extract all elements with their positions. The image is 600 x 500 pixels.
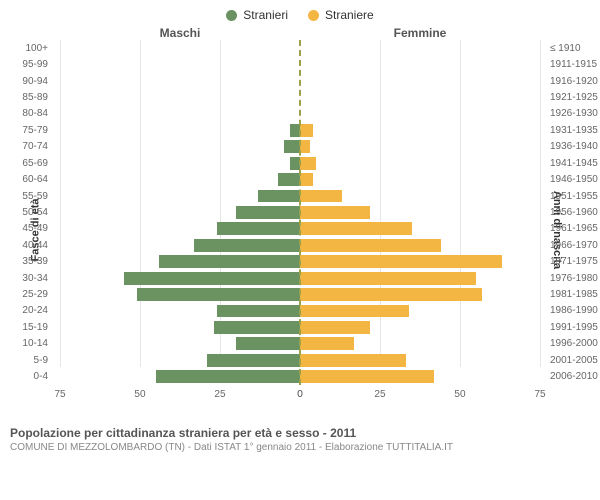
x-tick: 25 [214,389,225,400]
bar-female [300,354,406,367]
x-axis-right: 0255075 [300,385,540,407]
year-label: 1976-1980 [544,273,600,284]
chart-area: Fasce di età Anni di nascita 100+≤ 19109… [0,40,600,420]
bar-female [300,255,502,268]
age-label: 20-24 [10,305,54,316]
bar-female [300,124,313,137]
bar-female [300,222,412,235]
bar-male [278,173,300,186]
age-label: 10-14 [10,338,54,349]
year-label: 1941-1945 [544,158,600,169]
footer-title: Popolazione per cittadinanza straniera p… [10,426,590,440]
bar-male [258,190,300,203]
center-line [299,40,301,385]
bar-male [156,370,300,383]
header-females: Femmine [300,26,540,40]
legend-female-label: Straniere [325,8,374,22]
bar-male [124,272,300,285]
bar-female [300,140,310,153]
age-label: 85-89 [10,92,54,103]
year-label: 2001-2005 [544,355,600,366]
year-label: 1911-1915 [544,59,600,70]
bar-female [300,190,342,203]
bar-female [300,173,313,186]
chart-footer: Popolazione per cittadinanza straniera p… [0,420,600,453]
x-tick: 75 [534,389,545,400]
bar-male [137,288,300,301]
year-label: 1936-1940 [544,141,600,152]
chart-rows: 100+≤ 191095-991911-191590-941916-192085… [60,40,540,385]
bar-female [300,337,354,350]
bar-male [214,321,300,334]
legend-male: Stranieri [226,8,288,22]
bar-male [207,354,300,367]
legend-female-dot [308,10,319,21]
year-label: 1996-2000 [544,338,600,349]
bar-female [300,370,434,383]
year-label: 1931-1935 [544,125,600,136]
year-label: 1961-1965 [544,223,600,234]
footer-source: COMUNE DI MEZZOLOMBARDO (TN) - Dati ISTA… [10,442,590,453]
x-tick: 50 [134,389,145,400]
x-axis: 7550250 0255075 [60,385,540,407]
bar-female [300,305,409,318]
year-label: 1926-1930 [544,108,600,119]
bar-female [300,157,316,170]
age-label: 100+ [10,43,54,54]
legend-female: Straniere [308,8,374,22]
x-tick: 75 [54,389,65,400]
age-label: 30-34 [10,273,54,284]
bar-female [300,239,441,252]
age-label: 65-69 [10,158,54,169]
age-label: 60-64 [10,174,54,185]
age-label: 5-9 [10,355,54,366]
bar-male [194,239,300,252]
bar-male [284,140,300,153]
age-label: 90-94 [10,76,54,87]
age-label: 45-49 [10,223,54,234]
year-label: 1991-1995 [544,322,600,333]
year-label: 1921-1925 [544,92,600,103]
x-axis-left: 7550250 [60,385,300,407]
bar-male [217,222,300,235]
bar-female [300,321,370,334]
bar-male [236,206,300,219]
age-label: 55-59 [10,191,54,202]
age-label: 95-99 [10,59,54,70]
bar-male [217,305,300,318]
chart-legend: Stranieri Straniere [0,0,600,26]
bar-female [300,206,370,219]
legend-male-dot [226,10,237,21]
column-headers: Maschi Femmine [0,26,600,40]
age-label: 75-79 [10,125,54,136]
bar-male [159,255,300,268]
age-label: 80-84 [10,108,54,119]
x-tick: 0 [297,389,303,400]
age-label: 35-39 [10,256,54,267]
x-tick: 50 [454,389,465,400]
age-label: 50-54 [10,207,54,218]
year-label: 1916-1920 [544,76,600,87]
age-label: 25-29 [10,289,54,300]
x-tick: 25 [374,389,385,400]
bar-female [300,272,476,285]
year-label: 1966-1970 [544,240,600,251]
bar-female [300,288,482,301]
header-males: Maschi [60,26,300,40]
year-label: 1946-1950 [544,174,600,185]
bar-male [236,337,300,350]
year-label: 1951-1955 [544,191,600,202]
age-label: 15-19 [10,322,54,333]
age-label: 0-4 [10,371,54,382]
year-label: ≤ 1910 [544,43,600,54]
year-label: 2006-2010 [544,371,600,382]
legend-male-label: Stranieri [243,8,288,22]
year-label: 1971-1975 [544,256,600,267]
year-label: 1986-1990 [544,305,600,316]
year-label: 1956-1960 [544,207,600,218]
age-label: 40-44 [10,240,54,251]
year-label: 1981-1985 [544,289,600,300]
age-label: 70-74 [10,141,54,152]
